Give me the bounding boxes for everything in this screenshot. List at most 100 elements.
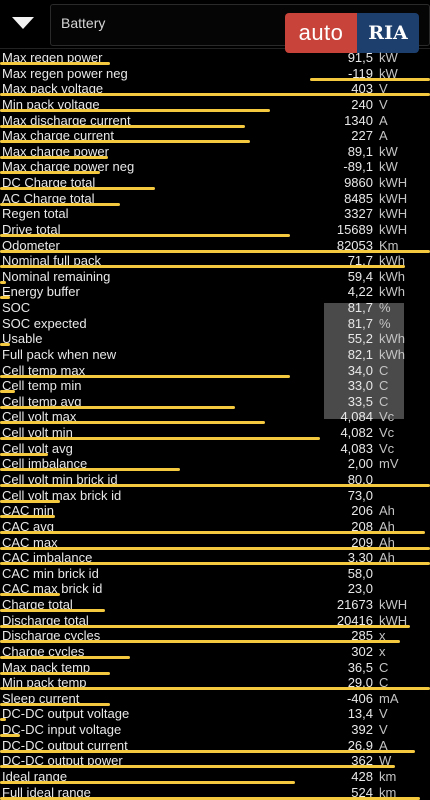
data-row: Full ideal range 524 km (0, 785, 430, 800)
row-unit: % (379, 300, 391, 316)
highlight-underline (0, 452, 48, 456)
row-label: Cell temp avg (2, 393, 82, 409)
row-value: 302 (351, 643, 373, 659)
row-label: CAC avg (2, 518, 55, 534)
data-row: Discharge total 20416 kWH (0, 613, 430, 629)
row-unit: Vc (379, 425, 395, 441)
row-label: DC-DC output power (2, 753, 123, 769)
row-value: 20416 (336, 612, 373, 628)
highlight-underline (0, 655, 130, 659)
row-label: Cell volt min brick id (2, 472, 118, 487)
row-label: Cell imbalance (2, 456, 88, 472)
highlight-underline (0, 437, 320, 441)
row-value: 206 (351, 503, 373, 519)
row-value: 81,7 (347, 300, 373, 316)
row-value: 71,7 (347, 253, 373, 269)
row-label: Max regen power neg (2, 65, 128, 81)
row-label: CAC max brick id (2, 581, 103, 597)
data-row: Nominal remaining 59,4 kWh (0, 269, 430, 285)
row-unit: kWh (379, 346, 405, 362)
row-label: Energy buffer (2, 284, 80, 300)
row-unit: kW (379, 143, 398, 159)
row-label: SOC (2, 300, 31, 316)
highlight-underline (0, 484, 430, 487)
row-label: Nominal full pack (2, 253, 101, 269)
data-row: Min pack temp 29,0 C (0, 675, 430, 691)
row-label: Odometer (2, 237, 60, 253)
data-row: SOC 81,7% (0, 300, 430, 316)
row-value: 82053 (336, 237, 373, 253)
highlight-underline (0, 202, 120, 206)
row-unit: kWH (379, 206, 408, 222)
highlight-underline (0, 796, 420, 800)
highlight-underline (0, 155, 108, 159)
row-unit: kWH (379, 221, 408, 237)
row-label: Min pack temp (2, 675, 87, 691)
row-unit: C (379, 378, 389, 394)
data-row: Max regen power 91,5 kW (0, 50, 430, 66)
data-row: Min pack voltage 240 V (0, 97, 430, 113)
row-label: Max pack temp (2, 659, 91, 675)
row-value: 240 (351, 96, 373, 112)
row-label: Min pack voltage (2, 96, 100, 112)
row-label: Sleep current (2, 690, 80, 706)
data-row: Cell volt min 4,082 Vc (0, 425, 430, 441)
row-label: CAC max (2, 534, 58, 550)
highlight-underline (0, 749, 415, 753)
row-unit: km (379, 784, 397, 800)
highlight-underline (0, 515, 55, 519)
row-unit: kWh (379, 331, 405, 347)
row-label: AC Charge total (2, 190, 95, 206)
row-label: Cell temp max (2, 362, 86, 378)
highlight-underline (0, 468, 180, 472)
row-value: 23,0 (347, 581, 373, 597)
data-row: Odometer 82053 Km (0, 238, 430, 254)
row-label: Ideal range (2, 768, 68, 784)
row-label: CAC min (2, 503, 55, 519)
highlight-underline (0, 390, 15, 394)
data-row: CAC avg 208 Ah (0, 519, 430, 535)
row-unit: km (379, 768, 397, 784)
row-label: Nominal remaining (2, 268, 111, 284)
row-unit: kW (379, 159, 398, 175)
row-unit: kWH (379, 597, 408, 613)
row-value: -119 (347, 65, 373, 81)
row-value: 33,0 (347, 378, 373, 394)
row-unit: mA (379, 690, 399, 706)
data-row: Sleep current -406 mA (0, 691, 430, 707)
highlight-underline (0, 702, 110, 706)
row-label: CAC min brick id (2, 565, 99, 581)
highlight-underline (0, 343, 10, 347)
row-unit: Vc (379, 440, 395, 456)
data-row: DC-DC input voltage 392 V (0, 722, 430, 738)
data-row: CAC min 206 Ah (0, 503, 430, 519)
data-row: Max charge current 227 A (0, 128, 430, 144)
highlight-underline (0, 734, 20, 738)
highlight-underline (0, 405, 235, 409)
row-unit: kWH (379, 175, 408, 191)
highlight-underline (0, 140, 250, 144)
dropdown-arrow-icon[interactable] (12, 17, 34, 29)
row-unit: V (379, 722, 388, 738)
row-value: 80,0 (347, 472, 373, 487)
row-label: Max charge power (2, 143, 109, 159)
highlight-underline (0, 718, 6, 722)
row-value: 209 (351, 534, 373, 550)
row-label: Max charge power neg (2, 159, 135, 175)
screen-title: Battery (61, 15, 106, 31)
row-unit: A (379, 737, 388, 753)
row-unit: C (379, 675, 389, 691)
highlight-underline (0, 421, 265, 425)
row-value: 73,0 (347, 487, 373, 503)
row-unit: x (379, 643, 386, 659)
data-row: DC Charge total 9860 kWH (0, 175, 430, 191)
row-unit: C (379, 362, 389, 378)
row-unit: V (379, 81, 388, 97)
row-unit: Ah (379, 518, 395, 534)
data-row: Discharge cycles 285 x (0, 628, 430, 644)
data-row: Max discharge current 1340 A (0, 113, 430, 129)
row-label: Max discharge current (2, 112, 131, 128)
row-label: Max pack voltage (2, 81, 104, 97)
row-value: 29,0 (347, 675, 373, 691)
row-value: 3327 (344, 206, 373, 222)
